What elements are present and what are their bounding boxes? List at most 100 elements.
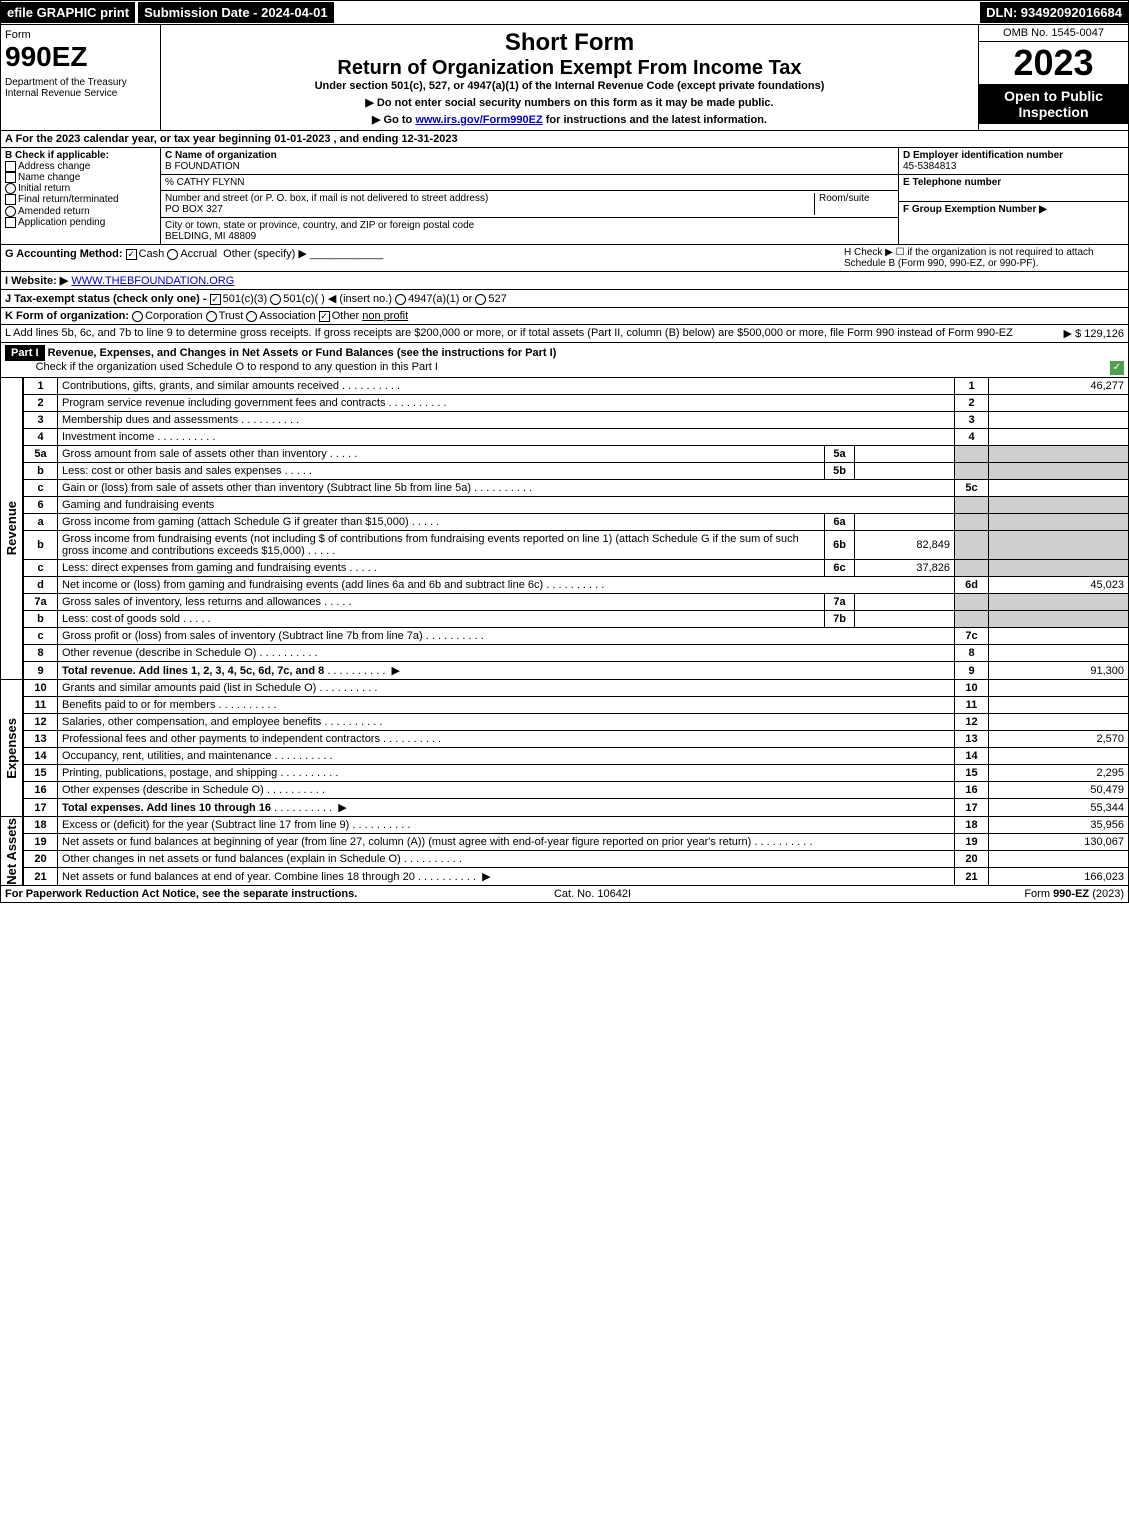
h-text: H Check ▶ ☐ if the organization is not r…	[844, 247, 1124, 269]
line-17: 17 Total expenses. Add lines 10 through …	[24, 799, 1129, 817]
expenses-vlabel: Expenses	[4, 718, 19, 779]
b-opt-address[interactable]: Address change	[5, 161, 156, 172]
b-opt-final[interactable]: Final return/terminated	[5, 194, 156, 205]
revenue-vlabel: Revenue	[4, 501, 19, 555]
topbar: efile GRAPHIC print Submission Date - 20…	[0, 0, 1129, 25]
g-cash-check[interactable]: ✓	[126, 249, 137, 260]
g-accrual-check[interactable]	[167, 249, 178, 260]
j-527[interactable]	[475, 294, 486, 305]
line-1: 1 Contributions, gifts, grants, and simi…	[24, 378, 1129, 395]
g-label: G Accounting Method:	[5, 248, 123, 260]
room-suite-label: Room/suite	[814, 193, 894, 215]
k-corp[interactable]	[132, 311, 143, 322]
goto-pre: ▶ Go to	[372, 114, 415, 126]
line-19: 19 Net assets or fund balances at beginn…	[24, 834, 1129, 851]
section-gh: G Accounting Method: ✓Cash Accrual Other…	[0, 245, 1129, 272]
footer-center: Cat. No. 10642I	[554, 888, 631, 900]
e-label: E Telephone number	[903, 177, 1001, 188]
g-other: Other (specify) ▶	[223, 248, 307, 260]
l-text: L Add lines 5b, 6c, and 7b to line 9 to …	[5, 327, 1064, 340]
line-2: 2 Program service revenue including gove…	[24, 395, 1129, 412]
b-opt-pending[interactable]: Application pending	[5, 217, 156, 228]
g-accrual: Accrual	[180, 248, 217, 260]
line-6a: a Gross income from gaming (attach Sched…	[24, 514, 1129, 531]
k-assoc[interactable]	[246, 311, 257, 322]
line-4: 4 Investment income . . . . . . . . . . …	[24, 429, 1129, 446]
netassets-table: 18 Excess or (deficit) for the year (Sub…	[23, 817, 1129, 886]
b-opt-name[interactable]: Name change	[5, 172, 156, 183]
part-i-checkbox[interactable]: ✓	[1110, 361, 1124, 375]
b-opt-initial[interactable]: Initial return	[5, 183, 156, 194]
city: BELDING, MI 48809	[165, 231, 256, 242]
line-6c: c Less: direct expenses from gaming and …	[24, 560, 1129, 577]
k-label: K Form of organization:	[5, 310, 129, 322]
footer: For Paperwork Reduction Act Notice, see …	[0, 886, 1129, 903]
b-label: B Check if applicable:	[5, 150, 156, 161]
k-trust[interactable]	[206, 311, 217, 322]
line-l: L Add lines 5b, 6c, and 7b to line 9 to …	[0, 325, 1129, 343]
line-7c: c Gross profit or (loss) from sales of i…	[24, 628, 1129, 645]
line-7b: b Less: cost of goods sold . . . . . 7b	[24, 611, 1129, 628]
j-4947[interactable]	[395, 294, 406, 305]
line-k: K Form of organization: Corporation Trus…	[0, 308, 1129, 325]
line-6d: d Net income or (loss) from gaming and f…	[24, 577, 1129, 594]
org-name: B FOUNDATION	[165, 161, 240, 172]
line-11: 11 Benefits paid to or for members . . .…	[24, 697, 1129, 714]
line-5c: c Gain or (loss) from sale of assets oth…	[24, 480, 1129, 497]
line-16: 16 Other expenses (describe in Schedule …	[24, 782, 1129, 799]
line-10: 10 Grants and similar amounts paid (list…	[24, 680, 1129, 697]
goto-post: for instructions and the latest informat…	[543, 114, 767, 126]
part-i-heading: Revenue, Expenses, and Changes in Net As…	[48, 347, 557, 359]
line-5b: b Less: cost or other basis and sales ex…	[24, 463, 1129, 480]
line-a: A For the 2023 calendar year, or tax yea…	[0, 131, 1129, 148]
expenses-section: Expenses 10 Grants and similar amounts p…	[0, 680, 1129, 817]
j-label: J Tax-exempt status (check only one) -	[5, 293, 207, 305]
goto-note: ▶ Go to www.irs.gov/Form990EZ for instru…	[165, 113, 974, 126]
footer-right: Form 990-EZ (2023)	[1024, 888, 1124, 900]
line-3: 3 Membership dues and assessments . . . …	[24, 412, 1129, 429]
l-amount: ▶ $ 129,126	[1064, 327, 1124, 340]
d-label: D Employer identification number	[903, 150, 1063, 161]
netassets-section: Net Assets 18 Excess or (deficit) for th…	[0, 817, 1129, 886]
website-link[interactable]: WWW.THEBFOUNDATION.ORG	[71, 275, 234, 287]
line-i: I Website: ▶ WWW.THEBFOUNDATION.ORG	[0, 272, 1129, 290]
short-form-title: Short Form	[165, 29, 974, 57]
line-18: 18 Excess or (deficit) for the year (Sub…	[24, 817, 1129, 834]
revenue-section: Revenue 1 Contributions, gifts, grants, …	[0, 378, 1129, 680]
open-public: Open to Public Inspection	[979, 84, 1128, 124]
line-14: 14 Occupancy, rent, utilities, and maint…	[24, 748, 1129, 765]
ssn-note: ▶ Do not enter social security numbers o…	[165, 96, 974, 109]
k-other[interactable]: ✓	[319, 311, 330, 322]
omb-number: OMB No. 1545-0047	[979, 25, 1128, 42]
form-label: Form	[5, 29, 156, 41]
line-6b: b Gross income from fundraising events (…	[24, 531, 1129, 560]
j-501c[interactable]	[270, 294, 281, 305]
tax-year: 2023	[979, 42, 1128, 84]
j-501c3[interactable]: ✓	[210, 294, 221, 305]
irs-link[interactable]: www.irs.gov/Form990EZ	[415, 114, 542, 126]
street: PO BOX 327	[165, 204, 223, 215]
dept-label: Department of the Treasury Internal Reve…	[5, 77, 156, 99]
i-label: I Website: ▶	[5, 275, 68, 287]
under-section: Under section 501(c), 527, or 4947(a)(1)…	[165, 80, 974, 92]
line-5a: 5a Gross amount from sale of assets othe…	[24, 446, 1129, 463]
netassets-vlabel: Net Assets	[4, 818, 19, 885]
line-13: 13 Professional fees and other payments …	[24, 731, 1129, 748]
city-label: City or town, state or province, country…	[165, 220, 474, 231]
k-other-val: non profit	[362, 310, 408, 322]
line-8: 8 Other revenue (describe in Schedule O)…	[24, 645, 1129, 662]
section-bc: B Check if applicable: Address change Na…	[0, 148, 1129, 245]
care-of: % CATHY FLYNN	[161, 175, 898, 191]
f-label: F Group Exemption Number ▶	[903, 204, 1047, 215]
g-cash: Cash	[139, 248, 165, 260]
line-20: 20 Other changes in net assets or fund b…	[24, 851, 1129, 868]
footer-left: For Paperwork Reduction Act Notice, see …	[5, 888, 357, 900]
expenses-table: 10 Grants and similar amounts paid (list…	[23, 680, 1129, 817]
b-opt-amended[interactable]: Amended return	[5, 206, 156, 217]
return-title: Return of Organization Exempt From Incom…	[165, 57, 974, 80]
form-number: 990EZ	[5, 41, 156, 73]
dln: DLN: 93492092016684	[980, 2, 1128, 23]
line-9: 9 Total revenue. Add lines 1, 2, 3, 4, 5…	[24, 662, 1129, 680]
line-15: 15 Printing, publications, postage, and …	[24, 765, 1129, 782]
efile-label: efile GRAPHIC print	[1, 2, 135, 23]
